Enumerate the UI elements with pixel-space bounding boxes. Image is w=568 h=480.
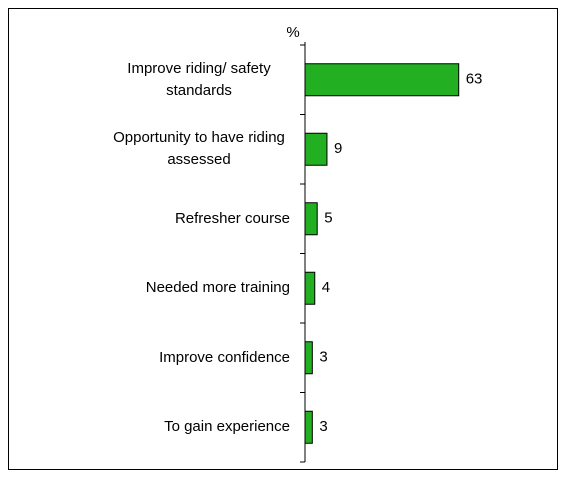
data-label: 3 (319, 418, 327, 435)
category-text: Needed more training (145, 279, 290, 297)
category-text: Opportunity to have riding assessed (113, 129, 285, 169)
bar (304, 132, 328, 166)
data-label: 63 (466, 71, 483, 88)
category-text: To gain experience (164, 418, 290, 436)
category-label: Refresher course (60, 189, 290, 249)
data-label: 3 (319, 349, 327, 366)
data-label: 9 (334, 140, 342, 157)
bar (304, 341, 313, 375)
data-label: 5 (324, 210, 332, 227)
bar (304, 202, 318, 236)
category-label: Improve riding/ safety standards (60, 50, 290, 110)
category-text: Improve riding/ safety standards (127, 59, 271, 99)
category-text: Improve confidence (159, 348, 290, 366)
category-label: Opportunity to have riding assessed (60, 119, 290, 179)
chart-frame (8, 8, 558, 470)
bar (304, 271, 316, 305)
category-label: Needed more training (60, 258, 290, 318)
category-label: Improve confidence (60, 328, 290, 388)
axis-label: % (286, 24, 299, 41)
data-label: 4 (322, 279, 330, 296)
bar (304, 63, 460, 97)
category-label: To gain experience (60, 397, 290, 457)
category-text: Refresher course (174, 209, 290, 227)
bar (304, 410, 313, 444)
